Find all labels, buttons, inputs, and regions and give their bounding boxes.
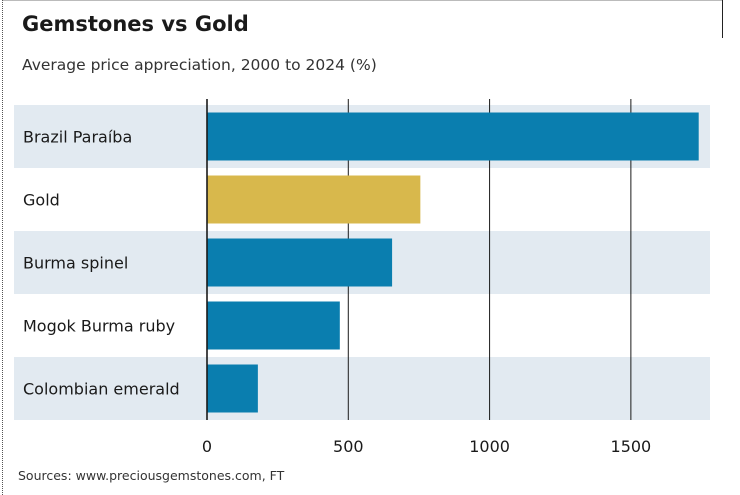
bar-gold <box>207 175 421 224</box>
category-label: Burma spinel <box>23 254 128 273</box>
frame-left-border <box>2 0 3 495</box>
row-band <box>14 357 710 420</box>
category-label: Mogok Burma ruby <box>23 317 175 336</box>
source-note: Sources: www.preciousgemstones.com, FT <box>18 468 285 483</box>
tick-labels: 0 500 1000 1500 <box>202 437 651 456</box>
frame-top-border <box>2 0 722 1</box>
bar-colombian-emerald <box>207 364 258 413</box>
bars <box>207 112 699 413</box>
bar-brazil-para-ba <box>207 112 699 161</box>
tick-label: 1000 <box>469 437 510 456</box>
tick-label: 0 <box>202 437 212 456</box>
category-labels: Brazil Paraíba Gold Burma spinel Mogok Burm… <box>23 128 180 399</box>
category-label: Colombian emerald <box>23 380 180 399</box>
category-label: Brazil Paraíba <box>23 128 132 147</box>
tick-label: 1500 <box>611 437 652 456</box>
chart-subtitle: Average price appreciation, 2000 to 2024… <box>22 56 377 74</box>
chart-title: Gemstones vs Gold <box>22 12 249 36</box>
category-label: Gold <box>23 191 60 210</box>
frame-right-border <box>722 0 723 38</box>
bar-burma-spinel <box>207 238 393 287</box>
bar-mogok-burma-ruby <box>207 301 340 350</box>
tick-label: 500 <box>333 437 364 456</box>
